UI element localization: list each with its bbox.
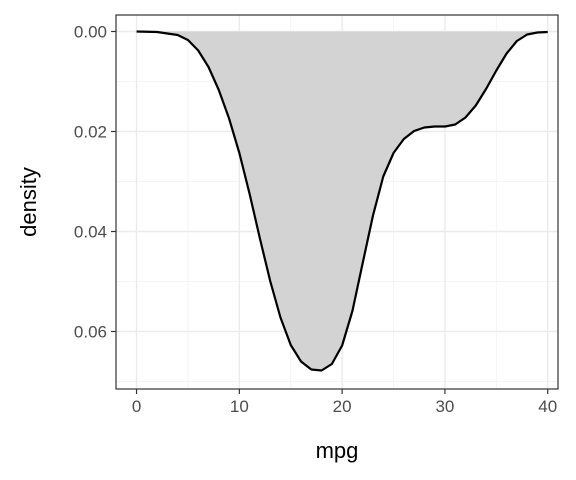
x-axis-title: mpg <box>316 438 359 463</box>
y-axis-title: density <box>16 167 41 237</box>
y-tick-label: 0.00 <box>74 23 107 42</box>
y-tick-label: 0.04 <box>74 223 107 242</box>
x-tick-label: 30 <box>435 397 454 416</box>
x-tick-label: 0 <box>132 397 141 416</box>
density-line <box>136 30 548 372</box>
y-tick-label: 0.02 <box>74 123 107 142</box>
y-tick-label: 0.06 <box>74 323 107 342</box>
plot-panel-border <box>115 14 559 390</box>
x-tick-label: 40 <box>538 397 557 416</box>
x-tick-label: 10 <box>230 397 249 416</box>
density-area <box>136 31 548 371</box>
x-axis: 0 10 20 30 40 <box>132 389 557 416</box>
x-tick-label: 20 <box>333 397 352 416</box>
y-axis: 0.00 0.02 0.04 0.06 <box>74 23 116 342</box>
